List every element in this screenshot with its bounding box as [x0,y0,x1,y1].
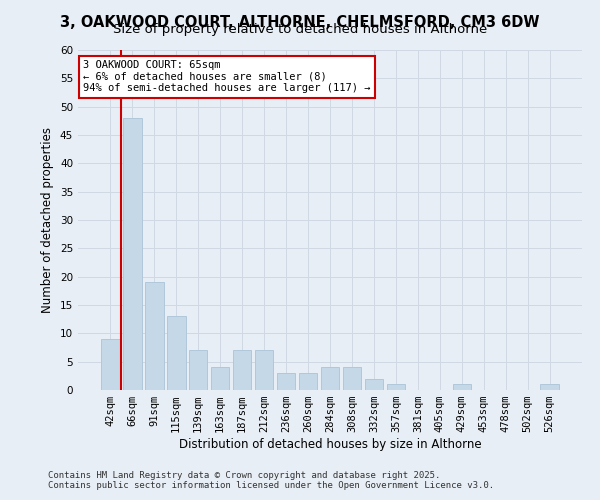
X-axis label: Distribution of detached houses by size in Althorne: Distribution of detached houses by size … [179,438,481,451]
Text: Contains HM Land Registry data © Crown copyright and database right 2025.
Contai: Contains HM Land Registry data © Crown c… [48,470,494,490]
Bar [101,339,119,390]
Text: Size of property relative to detached houses in Althorne: Size of property relative to detached ho… [113,22,487,36]
Bar [211,368,229,390]
Bar [123,118,142,390]
Bar [386,384,405,390]
Bar [299,373,317,390]
Bar [541,384,559,390]
Y-axis label: Number of detached properties: Number of detached properties [41,127,55,313]
Text: 3, OAKWOOD COURT, ALTHORNE, CHELMSFORD, CM3 6DW: 3, OAKWOOD COURT, ALTHORNE, CHELMSFORD, … [60,15,540,30]
Bar [145,282,164,390]
Bar [365,378,383,390]
Bar [167,316,185,390]
Bar [255,350,274,390]
Text: 3 OAKWOOD COURT: 65sqm
← 6% of detached houses are smaller (8)
94% of semi-detac: 3 OAKWOOD COURT: 65sqm ← 6% of detached … [83,60,371,94]
Bar [189,350,208,390]
Bar [452,384,471,390]
Bar [277,373,295,390]
Bar [343,368,361,390]
Bar [233,350,251,390]
Bar [320,368,340,390]
